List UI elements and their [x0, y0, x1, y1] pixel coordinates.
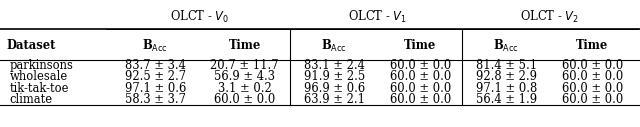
Text: tik-tak-toe: tik-tak-toe [10, 82, 69, 95]
Text: B$_{\rm Acc}$: B$_{\rm Acc}$ [493, 38, 519, 54]
Text: 60.0 ± 0.0: 60.0 ± 0.0 [562, 70, 623, 83]
Text: 91.9 ± 2.5: 91.9 ± 2.5 [304, 70, 365, 83]
Text: 3.1 ± 0.2: 3.1 ± 0.2 [218, 82, 271, 95]
Text: OLCT - $V_0$: OLCT - $V_0$ [170, 9, 230, 25]
Text: OLCT - $V_2$: OLCT - $V_2$ [520, 9, 579, 25]
Text: 92.5 ± 2.7: 92.5 ± 2.7 [125, 70, 186, 83]
Text: OLCT - $V_1$: OLCT - $V_1$ [348, 9, 407, 25]
Text: 56.4 ± 1.9: 56.4 ± 1.9 [476, 93, 537, 106]
Text: 20.7 ± 11.7: 20.7 ± 11.7 [211, 59, 279, 72]
Text: B$_{\rm Acc}$: B$_{\rm Acc}$ [321, 38, 348, 54]
Text: 97.1 ± 0.8: 97.1 ± 0.8 [476, 82, 537, 95]
Text: 60.0 ± 0.0: 60.0 ± 0.0 [562, 82, 623, 95]
Text: wholesale: wholesale [10, 70, 68, 83]
Text: climate: climate [10, 93, 52, 106]
Text: 60.0 ± 0.0: 60.0 ± 0.0 [390, 70, 451, 83]
Text: 96.9 ± 0.6: 96.9 ± 0.6 [304, 82, 365, 95]
Text: Time: Time [576, 39, 609, 52]
Text: Time: Time [404, 39, 436, 52]
Text: 83.1 ± 2.4: 83.1 ± 2.4 [304, 59, 365, 72]
Text: Time: Time [228, 39, 261, 52]
Text: 60.0 ± 0.0: 60.0 ± 0.0 [562, 59, 623, 72]
Text: 92.8 ± 2.9: 92.8 ± 2.9 [476, 70, 537, 83]
Text: 60.0 ± 0.0: 60.0 ± 0.0 [390, 59, 451, 72]
Text: 60.0 ± 0.0: 60.0 ± 0.0 [214, 93, 275, 106]
Text: 60.0 ± 0.0: 60.0 ± 0.0 [390, 82, 451, 95]
Text: 58.3 ± 3.7: 58.3 ± 3.7 [125, 93, 186, 106]
Text: Dataset: Dataset [6, 39, 56, 52]
Text: 83.7 ± 3.4: 83.7 ± 3.4 [125, 59, 186, 72]
Text: parkinsons: parkinsons [10, 59, 74, 72]
Text: 56.9 ± 4.3: 56.9 ± 4.3 [214, 70, 275, 83]
Text: 97.1 ± 0.6: 97.1 ± 0.6 [125, 82, 186, 95]
Text: · CT comparison for circuits 2. Table shown relates the measures (B$_{\rm Acc}$): · CT comparison for circuits 2. Table sh… [3, 124, 463, 127]
Text: 63.9 ± 2.1: 63.9 ± 2.1 [304, 93, 365, 106]
Text: B$_{\rm Acc}$: B$_{\rm Acc}$ [142, 38, 168, 54]
Text: 81.4 ± 5.1: 81.4 ± 5.1 [476, 59, 537, 72]
Text: 60.0 ± 0.0: 60.0 ± 0.0 [562, 93, 623, 106]
Text: 60.0 ± 0.0: 60.0 ± 0.0 [390, 93, 451, 106]
